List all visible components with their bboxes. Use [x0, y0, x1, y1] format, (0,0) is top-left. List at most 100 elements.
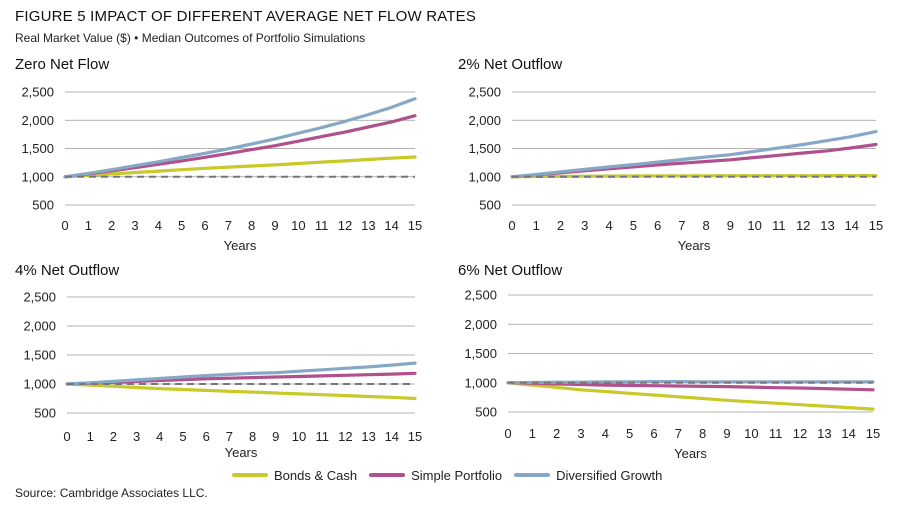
series-line-bonds-cash [63, 155, 417, 179]
x-tick-label: 4 [605, 218, 612, 233]
source-note: Source: Cambridge Associates LLC. [15, 486, 208, 500]
x-axis-title: Years [678, 238, 711, 253]
x-tick-label: 9 [271, 218, 278, 233]
series-line-diversified-growth [65, 361, 417, 386]
x-tick-label: 11 [315, 429, 329, 444]
x-tick-label: 15 [869, 218, 883, 233]
y-tick-label: 2,000 [468, 113, 501, 128]
x-tick-label: 4 [155, 218, 162, 233]
x-tick-label: 6 [203, 429, 210, 444]
x-tick-label: 4 [602, 426, 609, 441]
x-tick-label: 13 [820, 218, 834, 233]
x-tick-label: 10 [744, 426, 758, 441]
y-tick-label: 1,500 [23, 348, 56, 363]
x-tick-label: 8 [699, 426, 706, 441]
x-tick-label: 10 [292, 429, 306, 444]
x-tick-label: 7 [226, 429, 233, 444]
x-tick-label: 6 [201, 218, 208, 233]
panel-title: 2% Net Outflow [458, 56, 562, 73]
series-line-simple-portfolio [506, 381, 875, 392]
x-tick-label: 0 [508, 218, 515, 233]
legend-swatch-bonds-cash [232, 473, 268, 477]
legend-item-diversified-growth: Diversified Growth [514, 468, 662, 483]
x-tick-label: 7 [675, 426, 682, 441]
x-tick-label: 5 [630, 218, 637, 233]
figure-subtitle: Real Market Value ($) • Median Outcomes … [15, 31, 366, 45]
x-tick-label: 3 [133, 429, 140, 444]
x-tick-label: 7 [678, 218, 685, 233]
y-tick-label: 500 [32, 198, 54, 213]
legend-item-simple-portfolio: Simple Portfolio [369, 468, 502, 483]
y-tick-label: 1,500 [468, 141, 501, 156]
x-tick-label: 8 [249, 429, 256, 444]
series-line-diversified-growth [63, 97, 417, 179]
x-axis-title: Years [224, 238, 257, 253]
legend-label-bonds-cash: Bonds & Cash [274, 467, 358, 483]
x-tick-label: 5 [179, 429, 186, 444]
x-tick-label: 10 [747, 218, 761, 233]
y-tick-label: 1,000 [23, 377, 56, 392]
x-tick-label: 6 [650, 426, 657, 441]
x-tick-label: 8 [703, 218, 710, 233]
x-tick-label: 2 [557, 218, 564, 233]
y-tick-label: 1,000 [464, 375, 497, 390]
x-tick-label: 11 [772, 218, 786, 233]
x-tick-label: 2 [110, 429, 117, 444]
x-tick-label: 5 [178, 218, 185, 233]
y-tick-label: 2,500 [468, 85, 501, 100]
x-tick-label: 12 [338, 429, 352, 444]
y-tick-label: 500 [34, 406, 56, 421]
y-tick-label: 1,500 [464, 346, 497, 361]
series-line-bonds-cash [65, 382, 417, 401]
x-tick-label: 2 [108, 218, 115, 233]
legend-item-bonds-cash: Bonds & Cash [232, 468, 357, 483]
x-tick-label: 12 [796, 218, 810, 233]
x-tick-label: 11 [769, 426, 783, 441]
series-line-diversified-growth [510, 130, 878, 179]
y-tick-label: 2,000 [23, 319, 56, 334]
panel-title: 6% Net Outflow [458, 262, 562, 279]
x-tick-label: 11 [315, 218, 329, 233]
x-tick-label: 5 [626, 426, 633, 441]
y-tick-label: 1,000 [21, 169, 54, 184]
x-tick-label: 0 [504, 426, 511, 441]
x-tick-label: 1 [533, 218, 540, 233]
x-tick-label: 13 [361, 218, 375, 233]
x-tick-label: 14 [385, 429, 399, 444]
series-line-bonds-cash [506, 381, 875, 411]
x-tick-label: 3 [131, 218, 138, 233]
x-tick-label: 10 [291, 218, 305, 233]
figure-title: FIGURE 5 IMPACT OF DIFFERENT AVERAGE NET… [15, 8, 477, 25]
x-tick-label: 4 [156, 429, 163, 444]
x-tick-label: 12 [338, 218, 352, 233]
x-tick-label: 13 [361, 429, 375, 444]
x-tick-label: 1 [87, 429, 94, 444]
x-tick-label: 13 [817, 426, 831, 441]
y-tick-label: 1,500 [21, 141, 54, 156]
x-tick-label: 9 [727, 218, 734, 233]
x-tick-label: 1 [529, 426, 536, 441]
x-tick-label: 0 [61, 218, 68, 233]
legend: Bonds & Cash Simple Portfolio Diversifie… [232, 466, 674, 484]
x-tick-label: 8 [248, 218, 255, 233]
x-tick-label: 15 [408, 429, 422, 444]
panel-title: 4% Net Outflow [15, 262, 119, 279]
y-tick-label: 2,000 [464, 317, 497, 332]
legend-label-diversified-growth: Diversified Growth [556, 467, 663, 483]
legend-swatch-diversified-growth [514, 473, 551, 477]
x-tick-label: 1 [85, 218, 92, 233]
legend-swatch-simple-portfolio [369, 473, 406, 477]
x-tick-label: 9 [723, 426, 730, 441]
x-tick-label: 6 [654, 218, 661, 233]
x-tick-label: 9 [272, 429, 279, 444]
x-tick-label: 3 [577, 426, 584, 441]
x-tick-label: 14 [841, 426, 855, 441]
x-tick-label: 12 [793, 426, 807, 441]
legend-label-simple-portfolio: Simple Portfolio [411, 467, 503, 483]
x-axis-title: Years [225, 445, 258, 460]
y-tick-label: 500 [479, 198, 501, 213]
x-tick-label: 15 [866, 426, 880, 441]
